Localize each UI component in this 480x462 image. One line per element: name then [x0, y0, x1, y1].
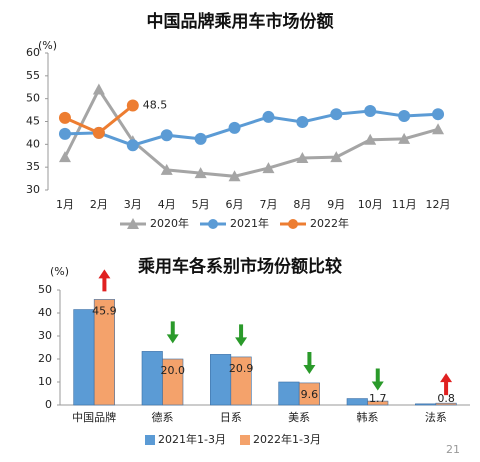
bar	[73, 309, 95, 406]
x-tick-label: 日系	[220, 411, 242, 424]
marker	[364, 104, 377, 117]
marker	[432, 108, 445, 121]
data-label: 9.6	[301, 388, 319, 401]
y-tick-label: 10	[38, 375, 52, 388]
marker	[364, 133, 377, 145]
legend-swatch	[240, 435, 250, 445]
data-label: 1.7	[369, 392, 387, 405]
legend-marker	[208, 219, 218, 229]
x-tick-label: 3月	[124, 198, 142, 211]
marker	[262, 162, 275, 174]
x-tick-label: 美系	[288, 411, 310, 424]
marker	[126, 99, 139, 112]
y-tick-label: 60	[26, 46, 40, 59]
bar	[141, 351, 163, 406]
x-tick-label: 2月	[90, 198, 108, 211]
chart-title: 中国品牌乘用车市场份额	[147, 11, 334, 32]
x-tick-label: 4月	[158, 198, 176, 211]
x-tick-label: 韩系	[357, 410, 379, 424]
marker	[194, 132, 207, 145]
bar	[162, 358, 184, 406]
arrow	[166, 321, 179, 344]
x-tick-label: 8月	[293, 198, 311, 211]
marker	[126, 139, 139, 152]
y-tick-label: 45	[26, 115, 40, 128]
data-label: 20.9	[229, 362, 254, 375]
marker	[262, 110, 275, 123]
marker	[398, 110, 411, 123]
marker	[432, 123, 445, 135]
x-tick-label: 德系	[152, 410, 174, 424]
x-tick-label: 12月	[426, 198, 451, 211]
data-label: 48.5	[143, 99, 168, 112]
x-tick-label: 11月	[392, 198, 417, 211]
x-tick-label: 6月	[226, 198, 244, 211]
bar	[210, 354, 232, 406]
y-tick-label: 50	[38, 283, 52, 296]
bar	[298, 382, 320, 406]
arrow	[371, 368, 384, 391]
bar	[230, 356, 252, 406]
y-tick-label: 35	[26, 160, 40, 173]
legend-label: 2021年	[230, 216, 269, 230]
data-label: 45.9	[92, 304, 117, 317]
marker	[92, 83, 105, 95]
marker	[228, 170, 241, 182]
bar	[278, 381, 300, 406]
legend-marker	[127, 218, 139, 229]
marker	[160, 163, 173, 175]
legend-label: 2022年	[310, 216, 349, 230]
x-tick-label: 1月	[56, 198, 74, 211]
marker	[330, 108, 343, 121]
line	[63, 86, 439, 178]
y-tick-label: 40	[26, 137, 40, 150]
marker	[92, 126, 105, 139]
data-label: 0.8	[437, 392, 455, 405]
marker	[296, 115, 309, 128]
legend-swatch	[145, 435, 155, 445]
x-tick-label: 7月	[259, 198, 277, 211]
marker	[58, 151, 71, 163]
y-tick-label: 55	[26, 69, 40, 82]
y-tick-label: 0	[45, 398, 52, 411]
x-tick-label: 中国品牌	[72, 410, 116, 424]
y-tick-label: 30	[26, 183, 40, 196]
legend-label: 2020年	[150, 216, 189, 230]
y-unit: (%)	[38, 39, 57, 52]
legend-marker	[288, 219, 298, 229]
bar	[415, 403, 437, 406]
arrow	[235, 324, 248, 347]
x-tick-label: 10月	[358, 198, 383, 211]
y-tick-label: 30	[38, 329, 52, 342]
arrow	[303, 352, 316, 374]
chart-title: 乘用车各系别市场份额比较	[137, 256, 342, 277]
marker	[330, 151, 343, 163]
x-tick-label: 法系	[425, 410, 447, 424]
marker	[160, 129, 173, 142]
bar	[346, 398, 368, 406]
arrow	[440, 373, 453, 396]
y-tick-label: 40	[38, 306, 52, 319]
arrow	[98, 269, 111, 292]
legend-label: 2022年1-3月	[253, 432, 321, 446]
marker	[194, 167, 207, 179]
bar	[367, 400, 389, 406]
y-tick-label: 20	[38, 352, 52, 365]
page-number: 21	[446, 443, 460, 456]
x-tick-label: 9月	[327, 198, 345, 211]
x-tick-label: 5月	[192, 198, 210, 211]
marker	[296, 152, 309, 164]
bar	[93, 299, 115, 406]
marker	[58, 111, 71, 124]
marker	[228, 121, 241, 134]
marker	[58, 127, 71, 140]
y-unit: (%)	[50, 265, 69, 278]
bar	[435, 402, 457, 406]
y-tick-label: 50	[26, 92, 40, 105]
legend-label: 2021年1-3月	[158, 432, 226, 446]
data-label: 20.0	[161, 364, 186, 377]
marker	[398, 132, 411, 144]
